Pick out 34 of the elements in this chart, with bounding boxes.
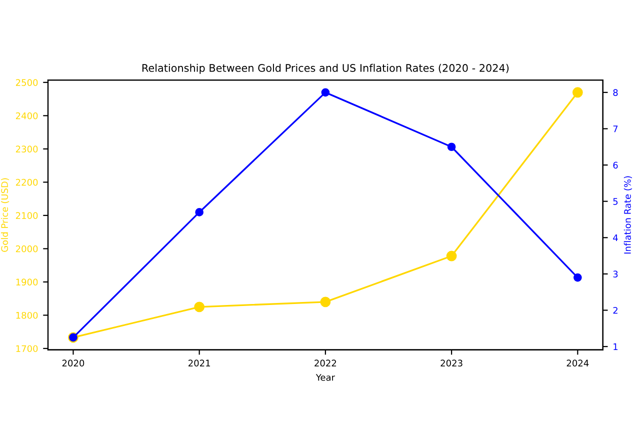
y-tick-label: 2100 xyxy=(16,212,38,219)
y2-tick-label: 5 xyxy=(613,198,618,205)
chart-title: Relationship Between Gold Prices and US Inflation Rates (2020 - 2024) xyxy=(142,64,509,74)
y-tick-label: 2400 xyxy=(16,112,38,120)
y-tick-label: 1900 xyxy=(16,278,38,286)
y2-tick-label: 3 xyxy=(613,270,618,278)
y2-tick-label: 1 xyxy=(614,343,618,350)
x-tick-label: 2022 xyxy=(314,360,336,367)
y2-tick-label: 2 xyxy=(613,306,618,314)
x-tick-label: 2024 xyxy=(566,360,589,367)
y-axis-title: Gold Price (USD) xyxy=(1,178,10,252)
y2-tick-label: 8 xyxy=(613,89,618,96)
x-tick-label: 2020 xyxy=(62,360,84,367)
x-tick-label: 2021 xyxy=(188,360,210,367)
y-tick-label: 2200 xyxy=(16,178,38,186)
y-tick-label: 2300 xyxy=(16,146,38,152)
x-tick-label: 2023 xyxy=(440,360,462,367)
point xyxy=(447,142,456,152)
point xyxy=(321,88,330,97)
y-tick-label: 1700 xyxy=(16,345,38,352)
y-tick-label: 2000 xyxy=(16,245,38,252)
y2-tick-label: 7 xyxy=(613,126,618,132)
point xyxy=(194,302,205,312)
y-tick-label: 2500 xyxy=(16,79,38,86)
point xyxy=(573,273,582,282)
point xyxy=(320,296,331,308)
point xyxy=(195,208,204,216)
x-axis-title: Year xyxy=(316,374,335,381)
point xyxy=(572,87,583,98)
point xyxy=(446,250,457,262)
y2-tick-label: 4 xyxy=(613,234,618,242)
y2-axis-title: Inflation Rate (%) xyxy=(624,176,632,254)
y-tick-label: 1800 xyxy=(16,312,38,319)
y2-tick-label: 6 xyxy=(613,162,618,169)
